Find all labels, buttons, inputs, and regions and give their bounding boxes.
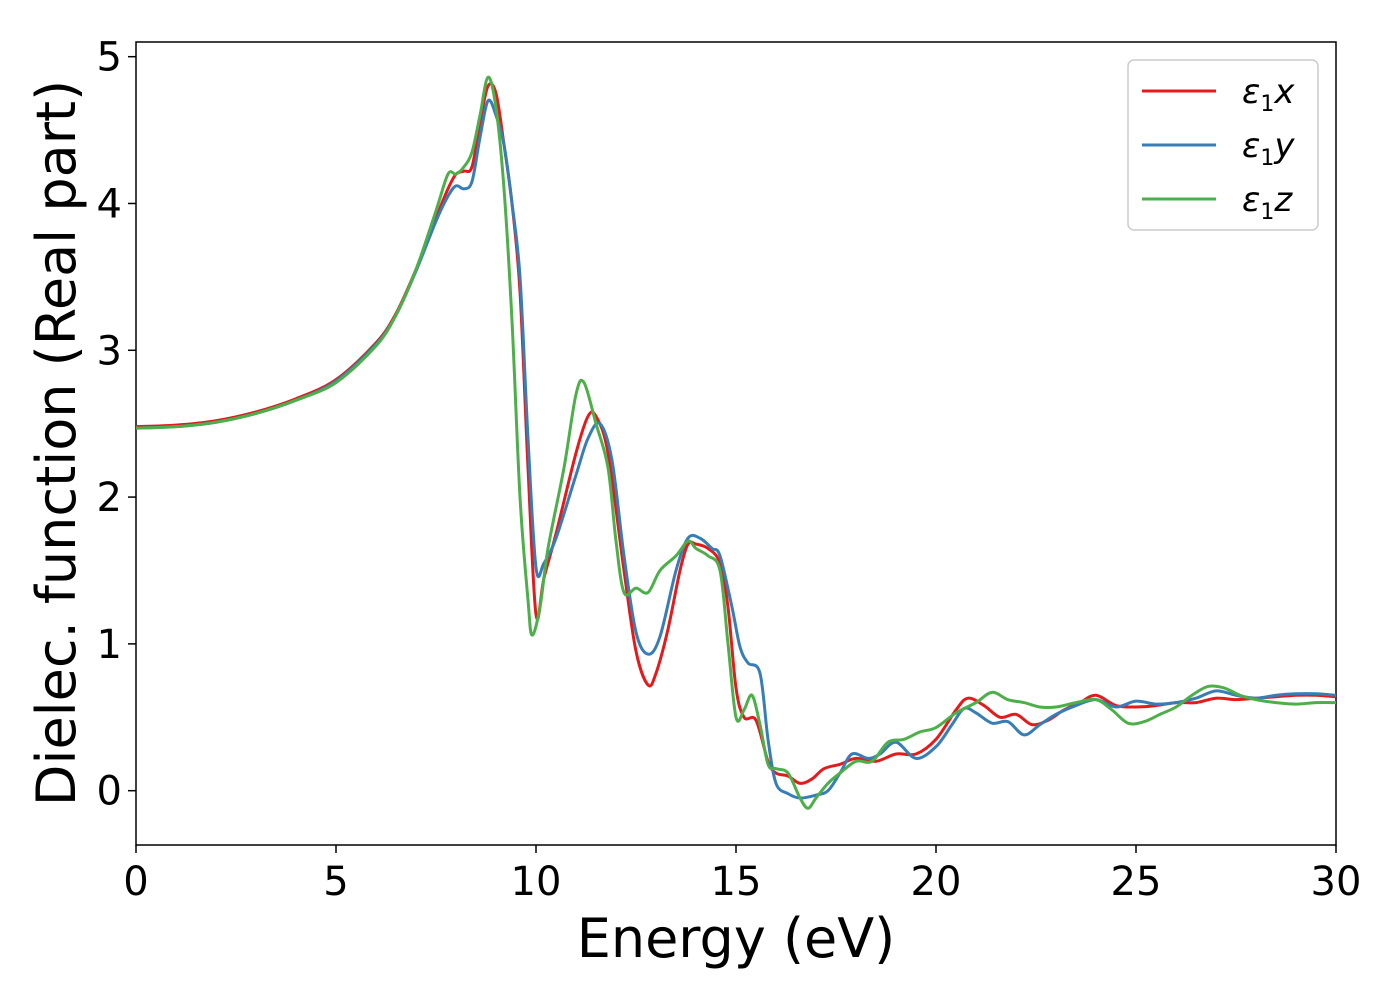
x-tick-label: 25 (1111, 859, 1162, 905)
x-tick-label: 30 (1311, 859, 1362, 905)
y-tick-label: 1 (97, 622, 122, 668)
x-tick-label: 5 (323, 859, 348, 905)
y-axis-label: Dielec. function (Real part) (25, 80, 88, 806)
x-tick-label: 20 (911, 859, 962, 905)
legend-subscript: 1 (1260, 146, 1274, 171)
y-axis-ticks: 0 1 2 3 4 5 (97, 35, 136, 815)
x-tick-label: 10 (511, 859, 562, 905)
x-axis-label: Energy (eV) (577, 907, 896, 970)
y-tick-label: 2 (97, 475, 122, 521)
legend-label-y: ε1y (1242, 126, 1295, 171)
legend-box (1127, 59, 1319, 231)
legend-symbol: ε (1242, 72, 1260, 112)
legend-variable: y (1273, 126, 1295, 166)
legend-variable: x (1273, 72, 1295, 112)
legend-label-z: ε1z (1242, 180, 1293, 225)
legend-label-x: ε1x (1242, 72, 1295, 117)
y-tick-label: 0 (97, 769, 122, 815)
y-tick-label: 3 (97, 328, 122, 374)
legend-symbol: ε (1242, 180, 1260, 220)
x-tick-label: 0 (123, 859, 148, 905)
legend-subscript: 1 (1260, 200, 1274, 225)
y-tick-label: 4 (97, 181, 122, 227)
x-axis-ticks: 0 5 10 15 20 25 30 (123, 845, 1361, 905)
y-tick-label: 5 (97, 35, 122, 81)
legend-subscript: 1 (1260, 92, 1274, 117)
x-tick-label: 15 (711, 859, 762, 905)
legend-variable: z (1273, 180, 1293, 220)
series-lines (135, 75, 1337, 810)
legend-symbol: ε (1242, 126, 1260, 166)
series-line-y (135, 98, 1337, 800)
series-line-z (135, 75, 1337, 810)
